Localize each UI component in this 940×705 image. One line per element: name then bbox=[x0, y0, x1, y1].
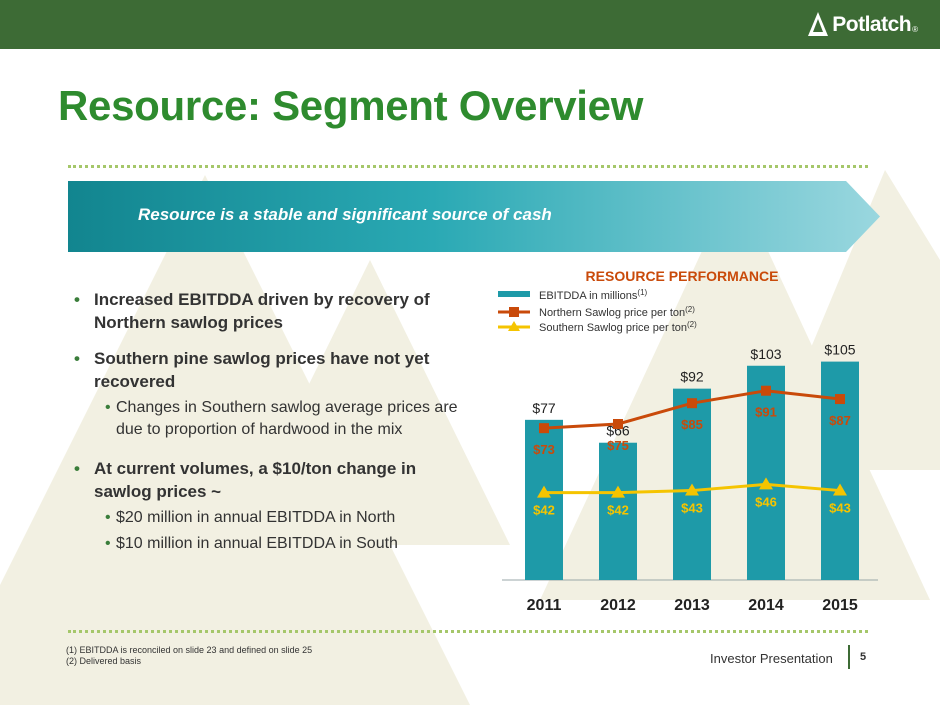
label-southern-2012: $42 bbox=[607, 503, 629, 518]
legend-marker-southern bbox=[508, 321, 520, 331]
x-tick-label-2015: 2015 bbox=[822, 597, 858, 614]
x-tick-label-2011: 2011 bbox=[527, 597, 562, 614]
banner-arrow bbox=[68, 181, 880, 252]
label-northern-2013: $85 bbox=[681, 417, 703, 432]
marker-northern-2014 bbox=[761, 385, 771, 396]
label-southern-2014: $46 bbox=[755, 494, 777, 509]
legend-marker-northern bbox=[509, 307, 519, 317]
bar-label-ebitdda-2014: $103 bbox=[750, 346, 781, 362]
bar-label-ebitdda-2015: $105 bbox=[824, 342, 855, 358]
label-northern-2015: $87 bbox=[829, 413, 851, 428]
label-northern-2014: $91 bbox=[755, 405, 777, 420]
bullet-list: Increased EBITDDA driven by recovery of … bbox=[72, 288, 462, 557]
footer-separator bbox=[848, 645, 850, 669]
chart-title: RESOURCE PERFORMANCE bbox=[586, 268, 779, 284]
x-tick-label-2014: 2014 bbox=[748, 597, 784, 614]
footnotes: (1) EBITDDA is reconciled on slide 23 an… bbox=[66, 645, 312, 667]
slide-title: Resource: Segment Overview bbox=[58, 82, 644, 129]
legend-swatch-ebitdda bbox=[498, 291, 530, 297]
sub-bullet-item: Changes in Southern sawlog average price… bbox=[72, 397, 462, 441]
marker-southern-2015 bbox=[833, 483, 847, 496]
marker-southern-2012 bbox=[611, 485, 625, 498]
logo-registered-mark: ® bbox=[912, 24, 918, 34]
marker-southern-2013 bbox=[685, 483, 699, 496]
page-number: 5 bbox=[860, 651, 867, 663]
bar-ebitdda-2014 bbox=[747, 365, 785, 580]
bar-ebitdda-2011 bbox=[525, 419, 563, 580]
marker-northern-2013 bbox=[687, 398, 697, 409]
marker-southern-2014 bbox=[759, 477, 773, 490]
chart-legend: EBITDDA in millions(1) Northern Sawlog p… bbox=[498, 288, 697, 334]
banner-text: Resource is a stable and significant sou… bbox=[138, 205, 552, 224]
bullet-item: Increased EBITDDA driven by recovery of … bbox=[72, 288, 462, 334]
marker-northern-2015 bbox=[835, 394, 845, 405]
sub-bullet-item: $20 million in annual EBITDDA in North bbox=[72, 507, 462, 529]
footnote-1: (1) EBITDDA is reconciled on slide 23 an… bbox=[66, 645, 313, 655]
footnote-2: (2) Delivered basis bbox=[66, 656, 142, 666]
bullet-item: Southern pine sawlog prices have not yet… bbox=[72, 347, 462, 393]
bar-ebitdda-2012 bbox=[599, 442, 637, 580]
bar-label-ebitdda-2011: $77 bbox=[532, 400, 556, 416]
legend-label-ebitdda: EBITDDA in millions(1) bbox=[539, 288, 648, 302]
legend-label-northern: Northern Sawlog price per ton(2) bbox=[539, 305, 695, 319]
resource-performance-chart: RESOURCE PERFORMANCE EBITDDA in millions… bbox=[498, 268, 878, 614]
x-tick-label-2012: 2012 bbox=[600, 597, 636, 614]
plot-area: $77 $66 $92 $103 $105 2011 2012 2013 2014 2015 $73… bbox=[525, 342, 859, 614]
potlatch-logo: Potlatch ® bbox=[807, 8, 918, 42]
footer-divider bbox=[68, 630, 868, 633]
title-divider bbox=[68, 165, 868, 168]
x-tick-label-2013: 2013 bbox=[674, 597, 710, 614]
label-southern-2011: $42 bbox=[533, 503, 555, 518]
label-southern-2013: $43 bbox=[681, 501, 703, 516]
marker-northern-2011 bbox=[539, 423, 549, 434]
logo-text: Potlatch bbox=[832, 13, 912, 36]
label-northern-2012: $75 bbox=[607, 438, 629, 453]
bar-label-ebitdda-2012: $66 bbox=[606, 423, 630, 439]
tree-logo-icon bbox=[808, 12, 829, 36]
marker-northern-2012 bbox=[613, 419, 623, 429]
bullet-item: At current volumes, a $10/ton change in … bbox=[72, 457, 462, 503]
footer-label: Investor Presentation bbox=[710, 651, 833, 666]
bar-label-ebitdda-2013: $92 bbox=[680, 369, 704, 385]
marker-southern-2011 bbox=[537, 485, 551, 498]
top-bar bbox=[0, 0, 940, 49]
legend-label-southern: Southern Sawlog price per ton(2) bbox=[539, 320, 697, 334]
label-northern-2011: $73 bbox=[533, 442, 555, 457]
label-southern-2015: $43 bbox=[829, 501, 851, 516]
sub-bullet-item: $10 million in annual EBITDDA in South bbox=[72, 533, 462, 555]
